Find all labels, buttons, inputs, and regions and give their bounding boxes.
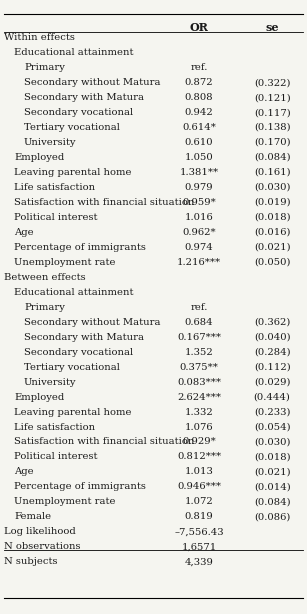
Text: 0.819: 0.819 bbox=[185, 512, 213, 521]
Text: (0.021): (0.021) bbox=[254, 467, 290, 476]
Text: University: University bbox=[24, 138, 76, 147]
Text: Life satisfaction: Life satisfaction bbox=[14, 422, 95, 432]
Text: 0.167***: 0.167*** bbox=[177, 333, 221, 341]
Text: (0.121): (0.121) bbox=[254, 93, 290, 102]
Text: University: University bbox=[24, 378, 76, 387]
Text: Leaving parental home: Leaving parental home bbox=[14, 168, 132, 177]
Text: Secondary without Matura: Secondary without Matura bbox=[24, 78, 161, 87]
Text: 0.812***: 0.812*** bbox=[177, 453, 221, 462]
Text: 0.979: 0.979 bbox=[185, 183, 213, 192]
Text: ref.: ref. bbox=[190, 63, 208, 72]
Text: Unemployment rate: Unemployment rate bbox=[14, 258, 116, 267]
Text: (0.084): (0.084) bbox=[254, 153, 290, 162]
Text: Primary: Primary bbox=[24, 303, 65, 312]
Text: (0.016): (0.016) bbox=[254, 228, 290, 237]
Text: 1.381**: 1.381** bbox=[180, 168, 219, 177]
Text: –7,556.43: –7,556.43 bbox=[174, 527, 224, 537]
Text: Employed: Employed bbox=[14, 392, 64, 402]
Text: (0.138): (0.138) bbox=[254, 123, 290, 132]
Text: 0.808: 0.808 bbox=[185, 93, 213, 102]
Text: OR: OR bbox=[190, 21, 208, 33]
Text: 0.614*: 0.614* bbox=[182, 123, 216, 132]
Text: Satisfaction with financial situation: Satisfaction with financial situation bbox=[14, 438, 195, 446]
Text: (0.112): (0.112) bbox=[254, 363, 290, 371]
Text: 0.946***: 0.946*** bbox=[177, 483, 221, 491]
Text: 0.610: 0.610 bbox=[185, 138, 213, 147]
Text: 0.942: 0.942 bbox=[185, 108, 213, 117]
Text: Tertiary vocational: Tertiary vocational bbox=[24, 363, 120, 371]
Text: Age: Age bbox=[14, 467, 34, 476]
Text: 1.332: 1.332 bbox=[185, 408, 213, 416]
Text: Secondary with Matura: Secondary with Matura bbox=[24, 93, 144, 102]
Text: 0.974: 0.974 bbox=[185, 243, 213, 252]
Text: Leaving parental home: Leaving parental home bbox=[14, 408, 132, 416]
Text: N subjects: N subjects bbox=[4, 558, 58, 566]
Text: Life satisfaction: Life satisfaction bbox=[14, 183, 95, 192]
Text: 0.375**: 0.375** bbox=[180, 363, 219, 371]
Text: (0.117): (0.117) bbox=[254, 108, 290, 117]
Text: (0.284): (0.284) bbox=[254, 348, 290, 357]
Text: Female: Female bbox=[14, 512, 51, 521]
Text: (0.086): (0.086) bbox=[254, 512, 290, 521]
Text: Primary: Primary bbox=[24, 63, 65, 72]
Text: Political interest: Political interest bbox=[14, 213, 98, 222]
Text: 0.929*: 0.929* bbox=[182, 438, 216, 446]
Text: se: se bbox=[265, 21, 279, 33]
Text: (0.029): (0.029) bbox=[254, 378, 290, 387]
Text: 2.624***: 2.624*** bbox=[177, 392, 221, 402]
Text: 1.016: 1.016 bbox=[185, 213, 213, 222]
Text: Secondary vocational: Secondary vocational bbox=[24, 348, 133, 357]
Text: 1.076: 1.076 bbox=[185, 422, 213, 432]
Text: Unemployment rate: Unemployment rate bbox=[14, 497, 116, 507]
Text: Secondary vocational: Secondary vocational bbox=[24, 108, 133, 117]
Text: N observations: N observations bbox=[4, 542, 81, 551]
Text: Secondary without Matura: Secondary without Matura bbox=[24, 317, 161, 327]
Text: (0.233): (0.233) bbox=[254, 408, 290, 416]
Text: Between effects: Between effects bbox=[4, 273, 86, 282]
Text: (0.019): (0.019) bbox=[254, 198, 290, 207]
Text: Age: Age bbox=[14, 228, 34, 237]
Text: Percentage of immigrants: Percentage of immigrants bbox=[14, 243, 146, 252]
Text: Employed: Employed bbox=[14, 153, 64, 162]
Text: (0.050): (0.050) bbox=[254, 258, 290, 267]
Text: Educational attainment: Educational attainment bbox=[14, 48, 134, 57]
Text: (0.362): (0.362) bbox=[254, 317, 290, 327]
Text: 1.013: 1.013 bbox=[185, 467, 214, 476]
Text: Within effects: Within effects bbox=[4, 33, 75, 42]
Text: 1,6571: 1,6571 bbox=[181, 542, 217, 551]
Text: (0.040): (0.040) bbox=[254, 333, 290, 341]
Text: (0.322): (0.322) bbox=[254, 78, 290, 87]
Text: 1.216***: 1.216*** bbox=[177, 258, 221, 267]
Text: Tertiary vocational: Tertiary vocational bbox=[24, 123, 120, 132]
Text: 4,339: 4,339 bbox=[185, 558, 214, 566]
Text: (0.030): (0.030) bbox=[254, 438, 290, 446]
Text: (0.161): (0.161) bbox=[254, 168, 290, 177]
Text: 0.959*: 0.959* bbox=[182, 198, 216, 207]
Text: Educational attainment: Educational attainment bbox=[14, 288, 134, 297]
Text: (0.021): (0.021) bbox=[254, 243, 290, 252]
Text: 1.352: 1.352 bbox=[185, 348, 213, 357]
Text: 1.072: 1.072 bbox=[185, 497, 213, 507]
Text: Percentage of immigrants: Percentage of immigrants bbox=[14, 483, 146, 491]
Text: (0.018): (0.018) bbox=[254, 213, 290, 222]
Text: (0.170): (0.170) bbox=[254, 138, 290, 147]
Text: 0.872: 0.872 bbox=[185, 78, 213, 87]
Text: (0.084): (0.084) bbox=[254, 497, 290, 507]
Text: (0.444): (0.444) bbox=[254, 392, 291, 402]
Text: (0.014): (0.014) bbox=[254, 483, 290, 491]
Text: Log likelihood: Log likelihood bbox=[4, 527, 76, 537]
Text: 0.083***: 0.083*** bbox=[177, 378, 221, 387]
Text: 0.684: 0.684 bbox=[185, 317, 213, 327]
Text: (0.054): (0.054) bbox=[254, 422, 290, 432]
Text: (0.018): (0.018) bbox=[254, 453, 290, 462]
Text: ref.: ref. bbox=[190, 303, 208, 312]
Text: Satisfaction with financial situation: Satisfaction with financial situation bbox=[14, 198, 195, 207]
Text: Political interest: Political interest bbox=[14, 453, 98, 462]
Text: (0.030): (0.030) bbox=[254, 183, 290, 192]
Text: Secondary with Matura: Secondary with Matura bbox=[24, 333, 144, 341]
Text: 1.050: 1.050 bbox=[185, 153, 213, 162]
Text: 0.962*: 0.962* bbox=[182, 228, 216, 237]
